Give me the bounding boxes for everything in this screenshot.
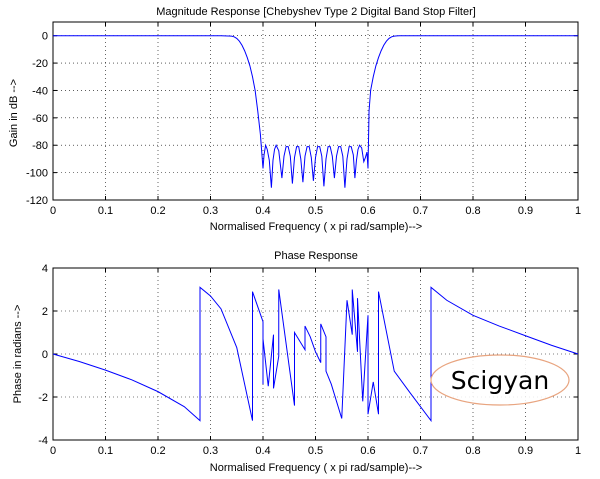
- watermark-text: Scigyan: [451, 366, 549, 395]
- phase-x-tick-label: 0.8: [465, 445, 480, 457]
- magnitude-grid: [53, 22, 578, 200]
- phase-series-line: [52, 286, 579, 423]
- magnitude-x-tick-label: 1: [575, 205, 581, 217]
- magnitude-y-tick-label: -60: [32, 113, 48, 125]
- magnitude-series-line: [53, 35, 578, 188]
- phase-x-tick-label: 0: [50, 445, 56, 457]
- phase-x-tick-label: 1: [575, 445, 581, 457]
- magnitude-y-tick-label: -20: [32, 58, 48, 70]
- phase-y-tick-label: 4: [42, 263, 48, 275]
- phase-y-tick-label: -2: [38, 392, 48, 404]
- phase-x-tick-label: 0.4: [255, 445, 270, 457]
- magnitude-ticks: 0 0.1 0.2 0.3 0.4 0.5 0.6 0.7 0.8 0.9 1 -120 -100 -80…: [26, 22, 581, 217]
- phase-x-tick-label: 0.6: [360, 445, 375, 457]
- magnitude-x-tick-label: 0.3: [203, 205, 218, 217]
- phase-x-tick-label: 0.7: [413, 445, 428, 457]
- magnitude-x-tick-label: 0.4: [255, 205, 270, 217]
- magnitude-y-tick-label: -40: [32, 85, 48, 97]
- magnitude-response-chart: Magnitude Response [Chebyshev Type 2 Dig…: [8, 6, 581, 233]
- phase-x-tick-label: 0.9: [518, 445, 533, 457]
- magnitude-x-tick-label: 0.1: [98, 205, 113, 217]
- phase-ticks: 0 0.1 0.2 0.3 0.4 0.5 0.6 0.7 0.8 0.9 1 -4 -2 0 2 4: [38, 263, 581, 457]
- phase-y-tick-label: 0: [42, 349, 48, 361]
- phase-x-tick-label: 0.5: [308, 445, 323, 457]
- phase-x-tick-label: 0.3: [203, 445, 218, 457]
- watermark-logo: Scigyan: [430, 354, 570, 406]
- magnitude-y-tick-label: -100: [26, 168, 48, 180]
- phase-x-tick-label: 0.1: [98, 445, 113, 457]
- magnitude-y-tick-label: -80: [32, 140, 48, 152]
- magnitude-x-tick-label: 0.8: [465, 205, 480, 217]
- watermark-ellipse: [430, 354, 570, 406]
- phase-y-tick-label: -4: [38, 435, 48, 447]
- phase-x-tick-label: 0.2: [150, 445, 165, 457]
- magnitude-x-tick-label: 0.9: [518, 205, 533, 217]
- phase-chart-title: Phase Response: [274, 250, 358, 262]
- magnitude-x-tick-label: 0.2: [150, 205, 165, 217]
- magnitude-y-tick-label: -120: [26, 195, 48, 207]
- magnitude-y-tick-label: 0: [42, 31, 48, 43]
- magnitude-x-tick-label: 0.6: [360, 205, 375, 217]
- phase-response-chart: Phase Response 0 0.1 0.2 0.3 0.4 0.5 0.6 0.7 0.8…: [12, 250, 581, 474]
- phase-x-axis-label: Normalised Frequency ( x pi rad/sample)-…: [210, 462, 422, 474]
- phase-y-tick-label: 2: [42, 306, 48, 318]
- phase-y-axis-label: Phase in radians -->: [12, 305, 24, 404]
- magnitude-y-axis-label: Gain in dB -->: [8, 79, 20, 147]
- magnitude-x-tick-label: 0: [50, 205, 56, 217]
- magnitude-chart-title: Magnitude Response [Chebyshev Type 2 Dig…: [156, 6, 476, 18]
- magnitude-x-axis-label: Normalised Frequency ( x pi rad/sample)-…: [210, 221, 422, 233]
- magnitude-x-tick-label: 0.5: [308, 205, 323, 217]
- magnitude-x-tick-label: 0.7: [413, 205, 428, 217]
